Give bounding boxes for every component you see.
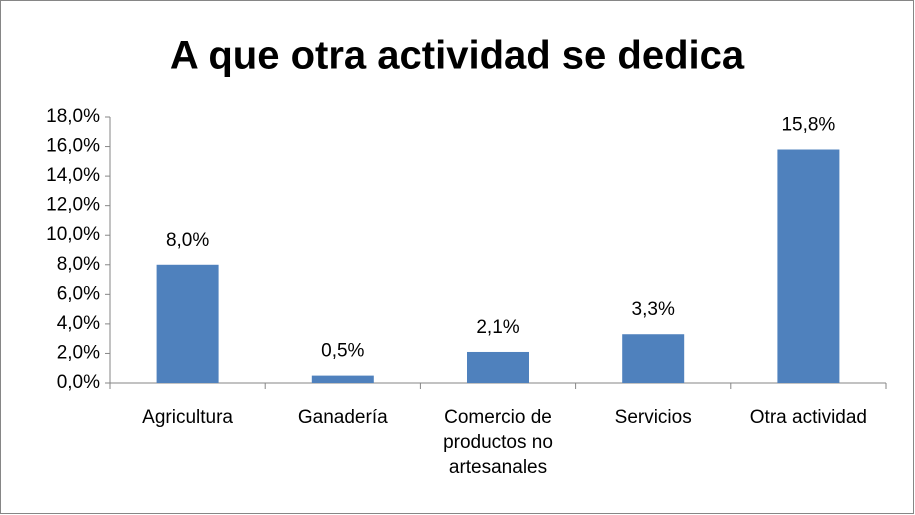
y-tick-label: 8,0% (57, 254, 100, 275)
x-tick-label: Otra actividad (749, 407, 867, 428)
bar (467, 351, 529, 383)
bar (622, 334, 685, 383)
data-label: 15,8% (781, 115, 835, 136)
y-tick-label: 0,0% (57, 372, 100, 393)
data-label: 0,5% (321, 341, 364, 362)
x-tick-label: Agricultura (142, 407, 233, 428)
bar (311, 375, 374, 383)
data-label: 8,0% (166, 230, 209, 251)
y-tick-label: 16,0% (46, 136, 100, 157)
y-tick-label: 10,0% (46, 224, 100, 245)
y-tick-label: 14,0% (46, 165, 100, 186)
y-tick-label: 6,0% (57, 283, 100, 304)
y-tick-label: 18,0% (46, 106, 100, 127)
y-tick-label: 4,0% (57, 313, 100, 334)
x-tick-label: Servicios (614, 407, 692, 428)
bar (156, 264, 219, 383)
data-label: 2,1% (476, 317, 519, 338)
x-tick-label: Ganadería (297, 407, 388, 428)
x-tick-label: Comercio de productos no artesanales (443, 407, 553, 478)
chart-title: A que otra actividad se dedica (170, 34, 745, 78)
data-label: 3,3% (632, 299, 675, 320)
bar (777, 149, 840, 383)
y-tick-label: 2,0% (57, 342, 100, 363)
y-tick-label: 12,0% (46, 195, 100, 216)
